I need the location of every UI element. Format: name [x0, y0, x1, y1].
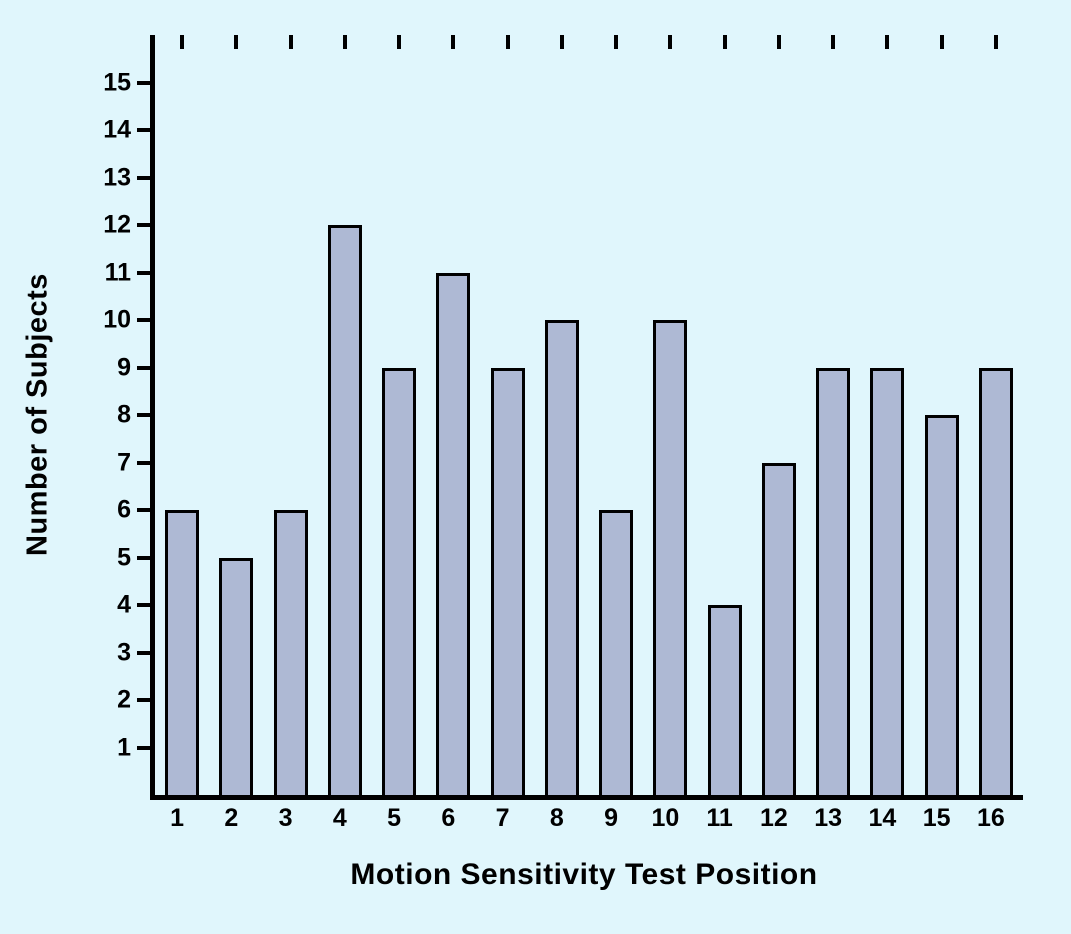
x-tick-label: 2	[224, 804, 239, 832]
bar-6	[436, 272, 471, 795]
y-tick-label: 5	[117, 543, 131, 571]
x-tick-label: 4	[332, 804, 347, 832]
top-tick	[939, 35, 944, 49]
top-tick	[776, 35, 781, 49]
bar-10	[653, 320, 688, 795]
y-tick	[137, 270, 151, 275]
y-tick-label: 2	[117, 685, 131, 714]
x-tick-label: 12	[759, 804, 788, 832]
y-tick-label: 7	[117, 448, 131, 476]
bar-12	[761, 462, 796, 795]
y-tick-label: 8	[117, 400, 131, 429]
bar-13	[816, 367, 851, 795]
y-axis-title: Number of Subjects	[21, 273, 54, 557]
x-tick-label: 6	[441, 804, 456, 832]
x-tick-label: 8	[549, 804, 564, 832]
top-tick	[831, 35, 836, 49]
top-tick	[993, 35, 998, 49]
top-tick	[614, 35, 619, 49]
bar-11	[707, 605, 742, 795]
top-tick	[342, 35, 347, 49]
top-tick	[180, 35, 185, 49]
bar-5	[382, 367, 417, 795]
y-tick	[137, 745, 151, 750]
y-tick-label: 4	[117, 590, 131, 619]
y-tick	[137, 555, 151, 560]
top-tick	[397, 35, 402, 49]
y-tick-label: 1	[117, 733, 131, 761]
y-tick	[137, 80, 151, 85]
x-axis-title: Motion Sensitivity Test Position	[350, 858, 818, 891]
y-tick-label: 9	[117, 353, 131, 381]
x-tick-label: 9	[604, 804, 619, 832]
x-tick-label: 11	[706, 804, 733, 832]
top-tick	[505, 35, 510, 49]
top-tick	[722, 35, 727, 49]
top-tick	[234, 35, 239, 49]
x-tick-labels: 1 2 3 4 5 6 7 8 9 10 11 12 13 14 15 16	[150, 806, 1018, 842]
bar-1	[165, 510, 200, 795]
bar-7	[490, 367, 525, 795]
top-tick	[451, 35, 456, 49]
x-tick-label: 16	[976, 804, 1005, 832]
y-tick-label: 14	[103, 115, 131, 144]
y-tick	[137, 413, 151, 417]
bar-8	[544, 320, 579, 795]
y-tick-label: 3	[117, 638, 131, 666]
bar-4	[327, 225, 362, 795]
bar-14	[870, 367, 905, 795]
bar-2	[219, 557, 254, 795]
y-tick	[137, 365, 151, 370]
y-tick	[137, 603, 151, 607]
y-tick	[137, 460, 151, 465]
x-tick-label: 3	[278, 804, 293, 832]
x-tick-label: 7	[495, 804, 510, 832]
y-tick-label: 11	[104, 258, 131, 286]
y-tick-label: 15	[103, 68, 131, 96]
x-tick-label: 14	[868, 804, 897, 832]
plot-area: 1 2 3 4 5 6 7 8 9 10 11 12 13 14 15	[103, 35, 1023, 800]
top-tick	[288, 35, 293, 49]
y-tick	[137, 128, 151, 132]
x-tick-label: 5	[387, 804, 402, 832]
x-tick-label: 1	[170, 804, 185, 832]
y-tick	[137, 318, 151, 322]
y-tick-label: 12	[103, 210, 131, 239]
bar-15	[924, 415, 959, 795]
y-tick	[137, 650, 151, 655]
y-tick	[137, 175, 151, 180]
y-tick	[137, 223, 151, 227]
y-tick-label: 10	[103, 305, 131, 334]
bar-9	[599, 510, 634, 795]
y-tick-label: 13	[103, 163, 131, 191]
top-tick	[559, 35, 564, 49]
y-tick	[137, 698, 151, 702]
y-tick-label: 6	[117, 495, 131, 524]
x-tick-label: 15	[922, 804, 951, 832]
x-tick-label: 13	[814, 804, 843, 832]
top-tick	[885, 35, 890, 49]
top-tick	[668, 35, 673, 49]
bar-3	[273, 510, 308, 795]
bar-16	[978, 367, 1013, 795]
y-tick	[137, 508, 151, 512]
x-tick-label: 10	[651, 804, 680, 832]
